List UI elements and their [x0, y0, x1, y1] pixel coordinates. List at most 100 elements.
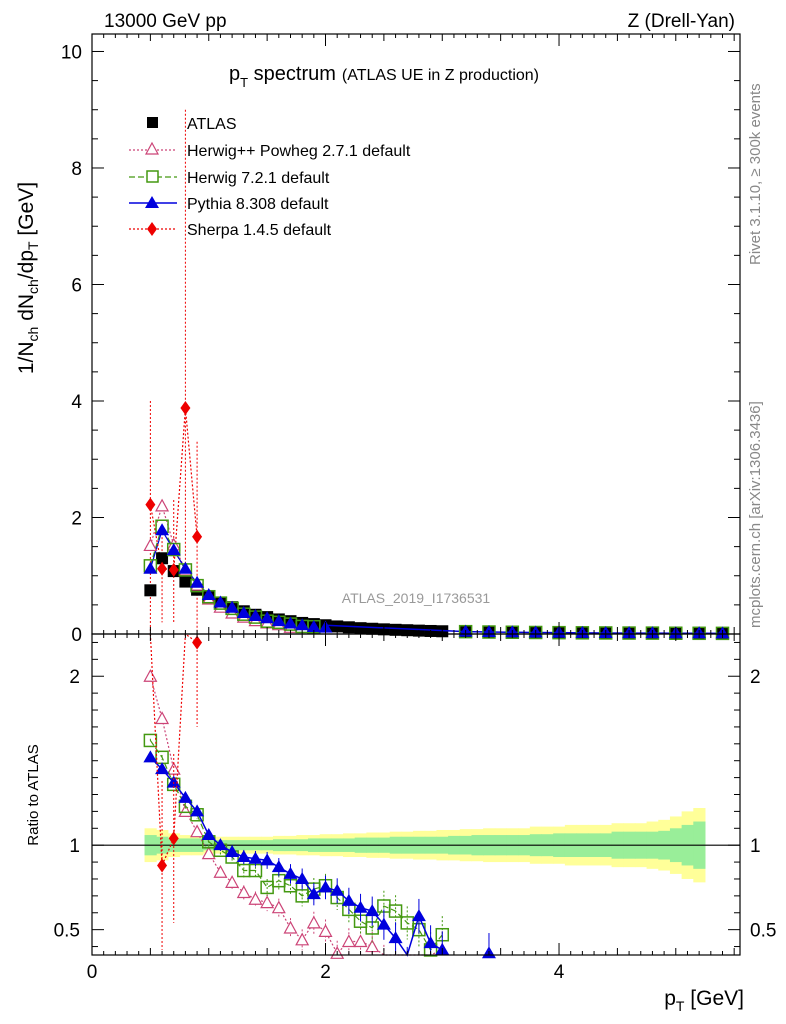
- main-pythia-point: [248, 608, 263, 621]
- main-atlas-point: [179, 575, 192, 588]
- main-atlas-point: [389, 623, 402, 636]
- rivet-label: Rivet 3.1.10, ≥ 300k events: [747, 83, 764, 265]
- ratio-point-3: [411, 909, 426, 922]
- legend-sherpa: Sherpa 1.4.5 default: [129, 222, 332, 239]
- ratio-point-2: [295, 889, 309, 903]
- legend-herwigpp: Herwig++ Powheg 2.7.1 default: [129, 141, 411, 160]
- ratio-tick-label-right: 2: [750, 667, 761, 688]
- main-atlas-point: [144, 584, 157, 597]
- y-tick-label: 6: [71, 275, 82, 296]
- ratio-point-4: [168, 831, 179, 846]
- y-tick-label: 4: [71, 392, 82, 413]
- axes: 0 2 4 0 2 4 6 8 10 0.5 0.5 1 1 2 2: [54, 33, 776, 983]
- ratio-point-1: [248, 891, 263, 905]
- main-herwigpp-point: [155, 498, 170, 512]
- legend-label-herwigpp: Herwig++ Powheg 2.7.1 default: [187, 143, 411, 160]
- main-pythia-point: [236, 606, 251, 619]
- ratio-point-4: [192, 635, 203, 650]
- ratio-point-3: [306, 887, 321, 900]
- ratio-point-3: [318, 880, 333, 893]
- ratio-point-1: [190, 824, 205, 838]
- legend-atlas: ATLAS: [147, 116, 237, 133]
- ratio-point-3: [178, 790, 193, 803]
- ratio-point-2: [143, 733, 158, 748]
- ratio-point-1: [178, 804, 193, 817]
- legend-pythia: Pythia 8.308 default: [129, 196, 329, 213]
- legend-herwig7: Herwig 7.2.1 default: [129, 170, 330, 187]
- ratio-point-3: [271, 860, 286, 873]
- ratio-point-3: [236, 850, 251, 863]
- main-atlas-point: [156, 552, 169, 565]
- main-pythia-point: [190, 575, 205, 588]
- ratio-point-3: [143, 750, 158, 763]
- ratio-tick-label-left: 0.5: [54, 921, 80, 942]
- main-pythia-point: [283, 616, 298, 629]
- ratio-point-1: [260, 895, 275, 909]
- legend-label-sherpa: Sherpa 1.4.5 default: [187, 222, 332, 239]
- ratio-point-1: [271, 900, 286, 914]
- ratio-point-1: [213, 864, 228, 878]
- ratio-point-1: [353, 934, 368, 948]
- ratio-point-3: [330, 883, 345, 896]
- main-marks: [143, 109, 730, 641]
- ratio-point-1: [283, 920, 298, 934]
- main-atlas-point: [342, 621, 355, 634]
- y-tick-label: 8: [71, 159, 82, 180]
- header-right: Z (Drell-Yan): [628, 11, 735, 32]
- x-tick-label: 2: [320, 962, 331, 983]
- ratio-band: [92, 808, 740, 883]
- main-pythia-point: [225, 600, 240, 613]
- main-pythia-point: [178, 561, 193, 574]
- main-herwigpp-point: [143, 538, 158, 552]
- y-tick-label: 2: [71, 508, 82, 529]
- ratio-marks: [143, 632, 496, 959]
- ratio-tick-label-right: 0.5: [750, 921, 776, 942]
- ratio-point-2: [260, 880, 274, 895]
- ratio-point-1: [295, 932, 310, 946]
- ratio-point-1: [143, 668, 158, 682]
- ratio-y-axis-title: Ratio to ATLAS: [25, 744, 42, 845]
- ratio-point-1: [201, 846, 216, 860]
- ratio-tick-label-left: 1: [69, 836, 80, 857]
- ratio-point-1: [341, 934, 356, 948]
- ratio-point-1: [166, 761, 181, 775]
- legend-label-pythia: Pythia 8.308 default: [187, 196, 329, 213]
- ratio-point-3: [260, 853, 275, 866]
- ratio-point-3: [341, 893, 356, 906]
- y-tick-label: 0: [71, 625, 82, 646]
- x-tick-label: 0: [87, 962, 98, 983]
- ratio-point-3: [376, 917, 391, 930]
- ratio-point-3: [365, 904, 380, 917]
- ratio-point-3: [248, 851, 263, 864]
- main-sherpa-point: [145, 497, 156, 512]
- main-atlas-point: [354, 622, 367, 635]
- x-axis-title: pT [GeV]: [664, 987, 744, 1014]
- main-pythia-point: [166, 543, 181, 556]
- main-sherpa-point: [192, 529, 203, 544]
- ratio-point-3: [166, 775, 181, 788]
- legend-label-atlas: ATLAS: [187, 116, 237, 133]
- mcplots-label: mcplots.cern.ch [arXiv:1306.3436]: [747, 401, 764, 628]
- main-pythia-point: [295, 618, 310, 631]
- ratio-point-3: [155, 762, 170, 775]
- ratio-point-3: [201, 828, 216, 841]
- ratio-point-1: [318, 924, 333, 937]
- main-sherpa-point: [157, 561, 168, 576]
- main-pythia-point: [306, 620, 321, 633]
- ratio-tick-label-right: 1: [750, 836, 761, 857]
- ratio-point-2: [388, 904, 403, 918]
- y-tick-label: 10: [61, 42, 82, 63]
- ratio-point-3: [353, 900, 368, 913]
- analysis-id: ATLAS_2019_I1736531: [342, 590, 491, 606]
- x-tick-label: 4: [554, 962, 565, 983]
- ratio-frame: [91, 633, 741, 956]
- ratio-point-3: [213, 838, 228, 851]
- main-pythia-point: [213, 595, 228, 608]
- ratio-point-1: [306, 915, 321, 929]
- ratio-point-1: [155, 711, 170, 725]
- main-pythia-point: [260, 611, 275, 624]
- ratio-point-3: [225, 844, 240, 857]
- svg-text:1/Nch dNch/dpT [GeV]: 1/Nch dNch/dpT [GeV]: [15, 182, 41, 374]
- ratio-point-1: [236, 885, 251, 899]
